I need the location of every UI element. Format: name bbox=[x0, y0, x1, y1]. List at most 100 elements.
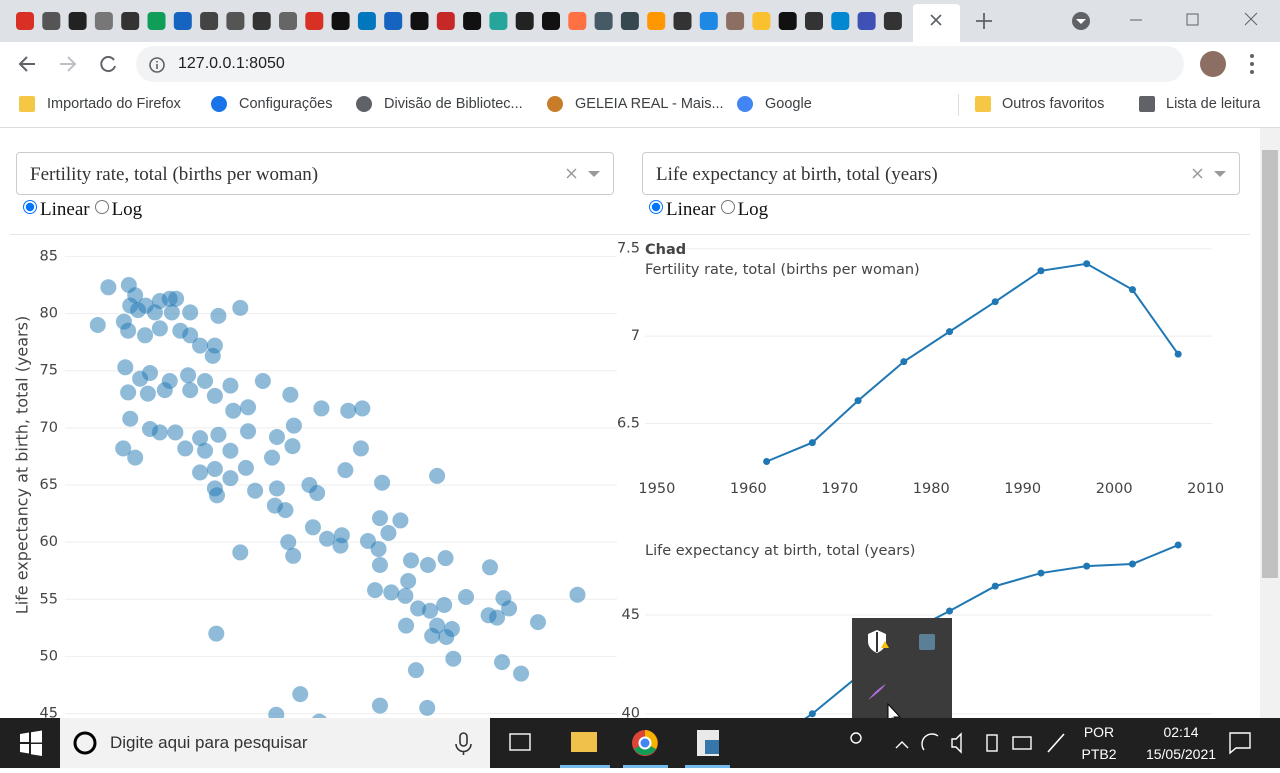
scatter-point[interactable] bbox=[117, 359, 134, 376]
bookmark-icon[interactable] bbox=[1139, 96, 1155, 112]
line-marker[interactable] bbox=[854, 397, 862, 405]
scatter-point[interactable] bbox=[268, 706, 285, 718]
tab-favicon[interactable] bbox=[699, 12, 718, 30]
scatter-point[interactable] bbox=[407, 662, 424, 679]
radio-button[interactable] bbox=[94, 200, 109, 214]
reload-button[interactable] bbox=[100, 56, 116, 73]
tab-favicon[interactable] bbox=[173, 12, 192, 30]
scatter-point[interactable] bbox=[443, 621, 460, 637]
line-marker[interactable] bbox=[1083, 260, 1091, 268]
scatter-point[interactable] bbox=[192, 337, 209, 354]
scatter-point[interactable] bbox=[367, 582, 384, 599]
scatter-point[interactable] bbox=[370, 541, 387, 557]
scatter-point[interactable] bbox=[209, 487, 226, 504]
scatter-point[interactable] bbox=[371, 510, 388, 527]
bookmark[interactable]: Divisão de Bibliotec... bbox=[384, 96, 523, 112]
bookmark[interactable]: Configurações bbox=[239, 96, 333, 112]
tab-favicon[interactable] bbox=[857, 12, 876, 30]
scatter-point[interactable] bbox=[419, 557, 436, 573]
radio-label[interactable]: Linear bbox=[40, 199, 90, 220]
profile-avatar[interactable] bbox=[1200, 51, 1226, 77]
scatter-point[interactable] bbox=[264, 449, 281, 466]
tab-favicon[interactable] bbox=[252, 12, 271, 30]
scatter-point[interactable] bbox=[311, 713, 327, 718]
tab-favicon[interactable] bbox=[805, 12, 823, 30]
tab-favicon[interactable] bbox=[673, 12, 692, 30]
scatter-point[interactable] bbox=[371, 557, 388, 573]
pen-workspace-icon[interactable] bbox=[1047, 733, 1065, 753]
radio-button[interactable] bbox=[720, 200, 735, 214]
scatter-point[interactable] bbox=[380, 525, 397, 541]
scatter-point[interactable] bbox=[529, 614, 546, 631]
scatter-point[interactable] bbox=[167, 424, 184, 441]
scatter-point[interactable] bbox=[168, 290, 185, 307]
bookmark-icon[interactable] bbox=[19, 96, 35, 112]
scatter-point[interactable] bbox=[120, 384, 137, 401]
line-marker[interactable] bbox=[1174, 350, 1182, 358]
scatter-point[interactable] bbox=[177, 440, 194, 457]
scatter-point[interactable] bbox=[139, 385, 156, 402]
scatter-point[interactable] bbox=[232, 544, 249, 561]
scatter-point[interactable] bbox=[204, 347, 221, 364]
radio-option[interactable]: Linear bbox=[18, 199, 90, 220]
scatter-point[interactable] bbox=[392, 512, 409, 529]
start-button[interactable] bbox=[20, 730, 42, 757]
scatter-point[interactable] bbox=[240, 399, 257, 416]
dropdown[interactable]: Life expectancy at birth, total (years) bbox=[642, 152, 1240, 195]
line-marker[interactable] bbox=[946, 328, 954, 336]
keyboard-icon[interactable] bbox=[1012, 736, 1032, 750]
scatter-point[interactable] bbox=[422, 602, 439, 619]
line-marker[interactable] bbox=[946, 607, 954, 615]
scatter-point[interactable] bbox=[285, 417, 302, 434]
volume-icon[interactable] bbox=[951, 732, 962, 754]
scatter-point[interactable] bbox=[197, 373, 214, 389]
scatter-point[interactable] bbox=[371, 697, 388, 714]
scatter-point[interactable] bbox=[501, 600, 518, 617]
scatter-point[interactable] bbox=[225, 402, 242, 419]
bookmark[interactable]: Google bbox=[765, 96, 812, 112]
tab-favicon[interactable] bbox=[831, 12, 850, 30]
scatter-point[interactable] bbox=[182, 382, 199, 399]
scatter-point[interactable] bbox=[247, 482, 264, 499]
language[interactable]: POR bbox=[1083, 724, 1115, 740]
tab-favicon[interactable] bbox=[883, 12, 902, 30]
scatter-point[interactable] bbox=[120, 322, 137, 339]
scatter-point[interactable] bbox=[352, 440, 369, 457]
dropdown-arrow[interactable] bbox=[588, 171, 600, 177]
radio-label[interactable]: Linear bbox=[666, 199, 716, 220]
scatter-point[interactable] bbox=[182, 327, 199, 344]
tab-favicon[interactable] bbox=[620, 12, 639, 30]
tab-favicon[interactable] bbox=[42, 12, 61, 30]
radio-label[interactable]: Log bbox=[111, 199, 143, 220]
line-marker[interactable] bbox=[1128, 560, 1136, 568]
network-icon[interactable] bbox=[921, 733, 939, 751]
scatter-point[interactable] bbox=[141, 365, 158, 381]
explorer-icon[interactable] bbox=[571, 732, 597, 752]
scatter-point[interactable] bbox=[513, 665, 530, 682]
scatter-point[interactable] bbox=[398, 617, 415, 634]
scatter-point[interactable] bbox=[163, 304, 180, 321]
omnibox[interactable] bbox=[136, 46, 1184, 82]
scatter-point[interactable] bbox=[333, 527, 350, 544]
scatter-point[interactable] bbox=[192, 430, 209, 447]
scatter-point[interactable] bbox=[410, 600, 427, 617]
tab-favicon[interactable] bbox=[305, 12, 324, 30]
radio-button[interactable] bbox=[23, 200, 37, 214]
scatter-point[interactable] bbox=[210, 426, 227, 443]
tab-favicon[interactable] bbox=[384, 12, 403, 30]
tab-favicon[interactable] bbox=[436, 12, 455, 30]
bookmark[interactable]: Outros favoritos bbox=[1002, 96, 1105, 112]
scatter-point[interactable] bbox=[182, 304, 199, 321]
scatter-point[interactable] bbox=[319, 530, 336, 547]
scatter-point[interactable] bbox=[397, 587, 414, 604]
scatter-point[interactable] bbox=[232, 299, 249, 316]
bookmark-icon[interactable] bbox=[737, 96, 753, 112]
new-tab-icon[interactable] bbox=[976, 13, 992, 29]
scatter-point[interactable] bbox=[156, 382, 173, 399]
scatter-point[interactable] bbox=[429, 467, 446, 484]
scatter-point[interactable] bbox=[240, 423, 257, 440]
scatter-point[interactable] bbox=[309, 485, 326, 501]
mic-icon[interactable] bbox=[459, 732, 468, 747]
tab-favicon[interactable] bbox=[463, 12, 482, 30]
tab-favicon[interactable] bbox=[726, 12, 745, 30]
